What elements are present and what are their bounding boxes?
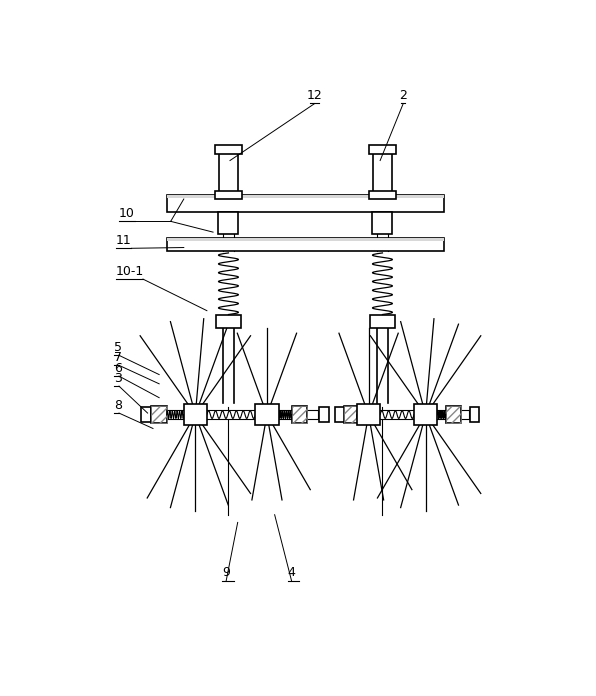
Bar <box>344 410 468 419</box>
Bar <box>357 404 380 425</box>
Text: 12: 12 <box>307 89 322 102</box>
Bar <box>215 191 243 199</box>
Text: 4: 4 <box>288 567 296 579</box>
Bar <box>184 404 207 425</box>
Bar <box>373 153 392 193</box>
Bar <box>446 406 461 423</box>
Text: 10-1: 10-1 <box>116 264 144 278</box>
Bar <box>291 406 307 423</box>
Bar <box>167 237 444 241</box>
Bar <box>344 406 359 423</box>
Text: 5: 5 <box>114 341 123 354</box>
Bar <box>151 406 167 423</box>
Bar <box>256 404 278 425</box>
Bar <box>368 191 396 199</box>
Bar <box>219 153 238 193</box>
Bar <box>370 145 396 155</box>
Text: 3: 3 <box>114 372 122 385</box>
Bar <box>344 406 359 423</box>
Text: 11: 11 <box>116 234 132 247</box>
Bar <box>215 145 241 155</box>
Text: 10: 10 <box>119 207 135 220</box>
Bar <box>414 404 437 425</box>
Bar <box>167 195 444 198</box>
Text: 6: 6 <box>114 362 122 374</box>
Bar <box>372 212 392 234</box>
Bar <box>141 407 151 422</box>
Bar <box>370 315 395 329</box>
Bar <box>167 237 444 251</box>
Text: 8: 8 <box>114 399 123 411</box>
Bar <box>219 212 238 234</box>
Bar <box>319 407 328 422</box>
Bar <box>446 406 461 423</box>
Bar <box>470 407 479 422</box>
Bar <box>151 410 318 419</box>
Text: 9: 9 <box>222 567 230 579</box>
Text: 2: 2 <box>399 89 407 102</box>
Text: 7: 7 <box>114 351 123 364</box>
Bar <box>151 406 167 423</box>
Bar <box>216 315 241 329</box>
Bar <box>335 407 346 422</box>
Bar <box>167 195 444 212</box>
Bar <box>291 406 307 423</box>
